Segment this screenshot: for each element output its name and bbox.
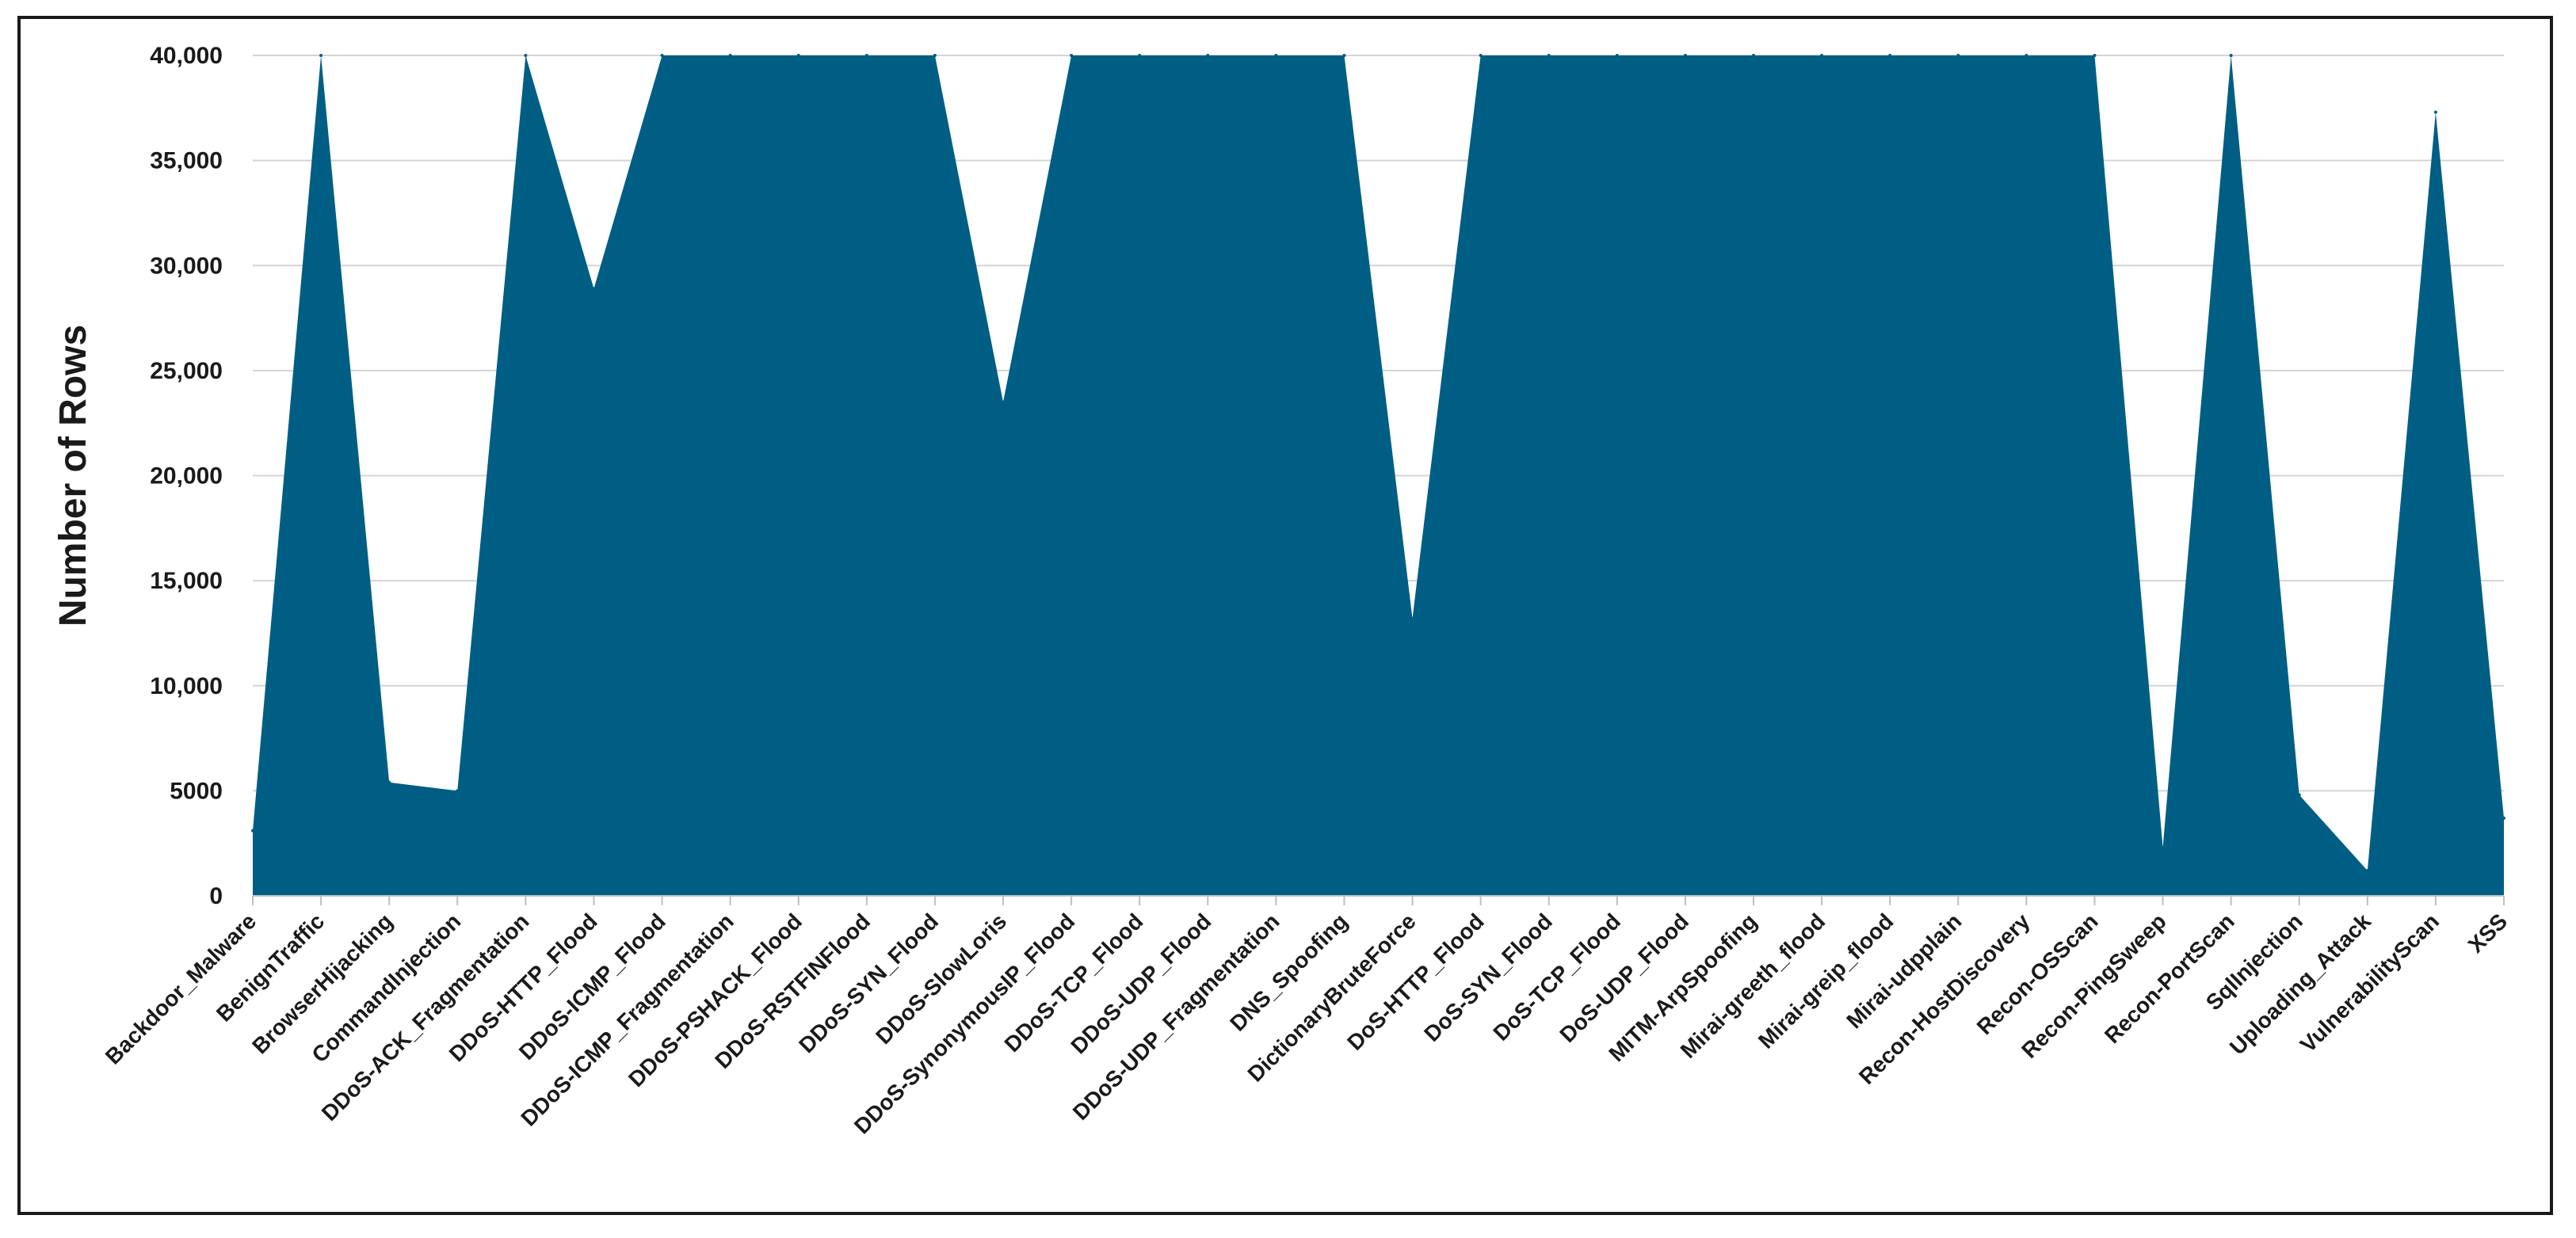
data-point-BenignTraffic <box>319 54 323 57</box>
x-tick-label-DDoS-SlowLoris: DDoS-SlowLoris <box>871 909 1011 1049</box>
x-tick-label-DoS-UDP_Flood: DoS-UDP_Flood <box>1555 909 1693 1047</box>
data-point-Uploading_Attack <box>2365 869 2369 873</box>
data-point-DoS-HTTP_Flood <box>1479 54 1483 57</box>
data-point-DDoS-SYN_Flood <box>933 54 937 57</box>
area-series <box>251 54 2505 896</box>
data-point-DDoS-RSTFINFlood <box>864 54 868 57</box>
data-point-Mirai-udpplain <box>1956 54 1960 57</box>
data-point-DNS_Spoofing <box>1342 54 1346 57</box>
axes <box>252 895 2505 905</box>
x-tick-label-Mirai-udpplain: Mirai-udpplain <box>1841 909 1966 1033</box>
area-fill <box>253 55 2504 896</box>
data-point-CommandInjection <box>456 789 460 793</box>
data-point-Backdoor_Malware <box>251 829 254 832</box>
data-point-DDoS-ICMP_Fragmentation <box>728 54 732 57</box>
x-tick-label-DoS-TCP_Flood: DoS-TCP_Flood <box>1488 909 1625 1046</box>
y-tick-label-0: 0 <box>209 883 223 909</box>
data-point-MITM-ArpSpoofing <box>1752 54 1755 57</box>
x-tick-labels: Backdoor_MalwareBenignTrafficBrowserHija… <box>101 909 2512 1139</box>
data-point-DDoS-SynonymousIP_Flood <box>1070 54 1074 57</box>
data-point-DDoS-UDP_Fragmentation <box>1274 54 1278 57</box>
data-point-DoS-SYN_Flood <box>1547 54 1551 57</box>
x-tick-label-XSS: XSS <box>2463 909 2513 958</box>
data-point-Recon-PortScan <box>2229 54 2233 57</box>
data-point-DDoS-SlowLoris <box>1002 400 1005 404</box>
y-tick-label-35000: 35,000 <box>150 148 223 174</box>
data-point-DDoS-UDP_Flood <box>1206 54 1210 57</box>
y-tick-label-30000: 30,000 <box>150 253 223 279</box>
x-tick-label-Recon-PortScan: Recon-PortScan <box>2100 909 2239 1048</box>
data-point-Mirai-greip_flood <box>1888 54 1892 57</box>
x-tick-label-DNS_Spoofing: DNS_Spoofing <box>1225 909 1353 1036</box>
y-tick-label-10000: 10,000 <box>150 673 223 699</box>
data-point-DDoS-PSHACK_Flood <box>796 54 800 57</box>
data-point-DoS-TCP_Flood <box>1615 54 1619 57</box>
data-point-Recon-OSScan <box>2093 54 2097 57</box>
data-point-SqlInjection <box>2297 793 2301 797</box>
data-point-DDoS-HTTP_Flood <box>592 287 596 291</box>
data-point-Recon-HostDiscovery <box>2025 54 2028 57</box>
data-point-DDoS-ICMP_Flood <box>660 54 664 57</box>
chart-frame: 0 5000 10,000 15,000 20,000 25,000 30,000 35,00… <box>17 16 2553 1215</box>
data-point-DDoS-ACK_Fragmentation <box>524 54 528 57</box>
data-point-Recon-PingSweep <box>2161 845 2165 849</box>
y-tick-label-15000: 15,000 <box>150 568 223 594</box>
area-chart: 0 5000 10,000 15,000 20,000 25,000 30,000 35,00… <box>52 43 2512 1139</box>
y-tick-label-20000: 20,000 <box>150 463 223 489</box>
x-tick-label-Recon-OSScan: Recon-OSScan <box>1972 909 2103 1039</box>
y-tick-labels: 0 5000 10,000 15,000 20,000 25,000 30,000 35,00… <box>150 43 223 909</box>
data-point-DDoS-TCP_Flood <box>1138 54 1142 57</box>
data-point-DoS-UDP_Flood <box>1683 54 1687 57</box>
data-point-VulnerabilityScan <box>2433 110 2437 114</box>
data-point-DictionaryBruteForce <box>1410 616 1414 620</box>
data-point-Mirai-greeth_flood <box>1820 54 1824 57</box>
y-tick-label-40000: 40,000 <box>150 43 223 69</box>
y-tick-label-25000: 25,000 <box>150 358 223 384</box>
y-tick-label-5000: 5000 <box>170 778 223 804</box>
x-tick-label-DoS-SYN_Flood: DoS-SYN_Flood <box>1419 909 1557 1046</box>
y-axis-title: Number of Rows <box>52 325 94 627</box>
data-point-BrowserHijacking <box>387 780 391 784</box>
data-point-XSS <box>2502 816 2505 820</box>
